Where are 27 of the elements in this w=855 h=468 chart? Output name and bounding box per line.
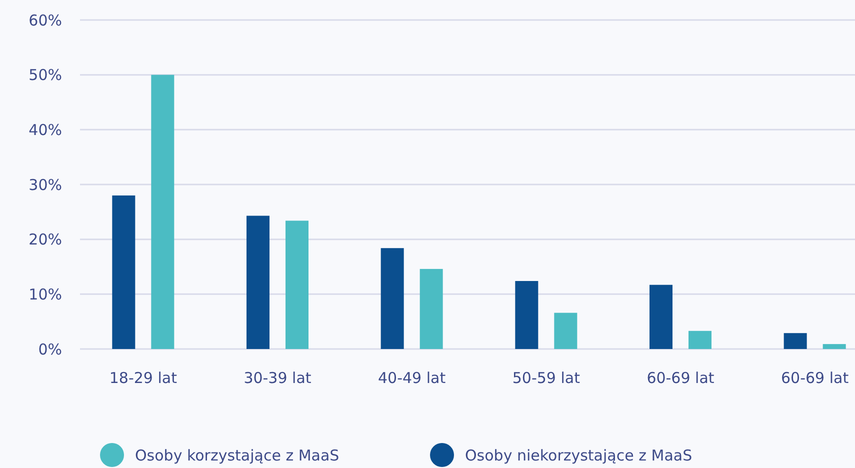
- bar: [822, 344, 846, 349]
- x-tick-label: 60-69 lat: [646, 369, 714, 387]
- bar: [112, 195, 136, 349]
- x-tick-label: 40-49 lat: [378, 369, 446, 387]
- bar: [286, 220, 308, 349]
- y-tick-label: 40%: [28, 120, 62, 139]
- bar: [420, 268, 443, 349]
- y-tick-label: 20%: [28, 230, 62, 249]
- legend-label: Osoby korzystające z MaaS: [135, 446, 340, 464]
- y-tick-label: 10%: [28, 285, 62, 304]
- y-tick-label: 60%: [28, 11, 62, 30]
- bar: [784, 333, 807, 349]
- legend-label: Osoby niekorzystające z MaaS: [465, 446, 692, 464]
- x-tick-label: 18-29 lat: [109, 369, 178, 387]
- bar: [246, 216, 270, 349]
- bar: [688, 330, 712, 349]
- x-tick-label: 60-69 lat: [781, 369, 849, 387]
- y-tick-label: 30%: [28, 176, 62, 194]
- x-tick-label: 50-59 lat: [512, 369, 580, 387]
- x-tick-label: 30-39 lat: [244, 369, 312, 387]
- bar: [380, 248, 404, 349]
- bar: [554, 312, 578, 349]
- y-tick-label: 50%: [28, 66, 62, 84]
- bar: [151, 74, 174, 349]
- bar: [515, 281, 538, 349]
- y-tick-label: 0%: [38, 340, 62, 358]
- bar: [650, 284, 672, 349]
